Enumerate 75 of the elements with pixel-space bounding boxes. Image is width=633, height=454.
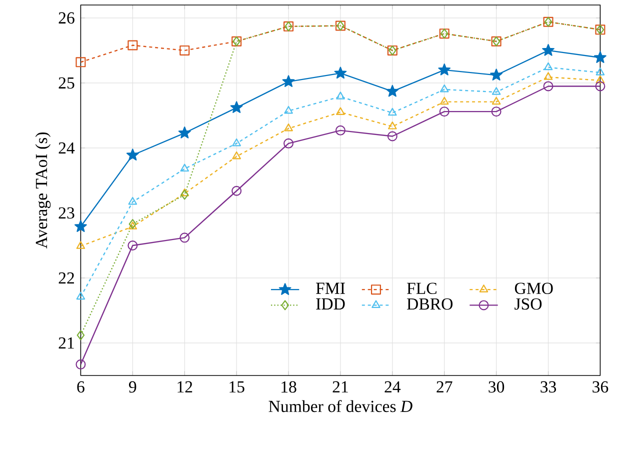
x-tick-label: 33 <box>540 381 556 393</box>
legend-label: IDD <box>316 298 345 310</box>
point <box>335 125 346 136</box>
point <box>334 66 347 79</box>
point <box>232 138 241 146</box>
point <box>180 190 188 200</box>
point <box>76 241 86 249</box>
point <box>336 107 345 116</box>
y-tick-label: 22 <box>58 272 74 284</box>
y-tick-label: 25 <box>58 77 74 89</box>
point <box>336 92 345 100</box>
point <box>490 68 503 81</box>
x-tick-label: 24 <box>384 381 401 392</box>
y-tick-label: 23 <box>58 207 74 219</box>
point <box>128 240 138 250</box>
point <box>74 220 87 232</box>
point <box>76 330 85 340</box>
point <box>491 106 502 117</box>
point <box>76 292 86 300</box>
point <box>596 68 605 76</box>
point <box>76 57 86 68</box>
point <box>492 96 501 105</box>
point <box>542 44 554 56</box>
x-tick-label: 27 <box>436 381 452 392</box>
point <box>543 81 554 92</box>
point <box>440 84 449 92</box>
point <box>544 72 553 80</box>
point <box>128 40 138 50</box>
point <box>386 84 399 97</box>
point <box>282 75 295 88</box>
legend-label: GMO <box>514 282 553 294</box>
point <box>595 81 606 92</box>
point <box>128 196 138 205</box>
point <box>128 222 138 230</box>
point <box>594 51 606 63</box>
point <box>128 219 137 230</box>
x-tick-label: 6 <box>77 381 84 393</box>
point <box>180 232 190 243</box>
legend-label: JSO <box>514 298 542 310</box>
x-tick-label: 15 <box>230 381 244 393</box>
point <box>388 122 397 130</box>
point <box>232 151 241 160</box>
x-tick-label: 21 <box>332 381 348 392</box>
point <box>388 108 397 116</box>
x-tick-label: 36 <box>592 381 608 393</box>
y-axis-title: Average TAoI (s) <box>35 132 51 249</box>
point <box>387 131 398 142</box>
point <box>492 87 501 95</box>
point <box>126 148 139 160</box>
point <box>180 164 190 172</box>
x-tick-label: 9 <box>128 381 136 393</box>
legend-label: DBRO <box>406 298 453 310</box>
point <box>544 62 553 70</box>
legend-label: FLC <box>406 282 436 294</box>
x-tick-label: 18 <box>282 381 296 393</box>
point <box>439 106 450 117</box>
legend-label: FMI <box>316 282 345 294</box>
point <box>438 64 451 76</box>
x-axis-title: Number of devices D <box>268 400 412 412</box>
point <box>180 188 190 196</box>
point <box>230 101 243 114</box>
point <box>284 123 293 132</box>
point <box>76 359 86 370</box>
y-tick-label: 26 <box>58 12 74 24</box>
point <box>178 126 191 138</box>
y-tick-label: 21 <box>58 337 74 349</box>
x-tick-label: 12 <box>178 381 192 392</box>
point <box>596 75 605 84</box>
point <box>284 138 294 148</box>
point <box>440 96 449 105</box>
point <box>180 45 190 56</box>
y-tick-label: 24 <box>58 142 75 154</box>
point <box>284 106 293 114</box>
point <box>232 186 242 196</box>
x-tick-label: 30 <box>488 381 504 393</box>
